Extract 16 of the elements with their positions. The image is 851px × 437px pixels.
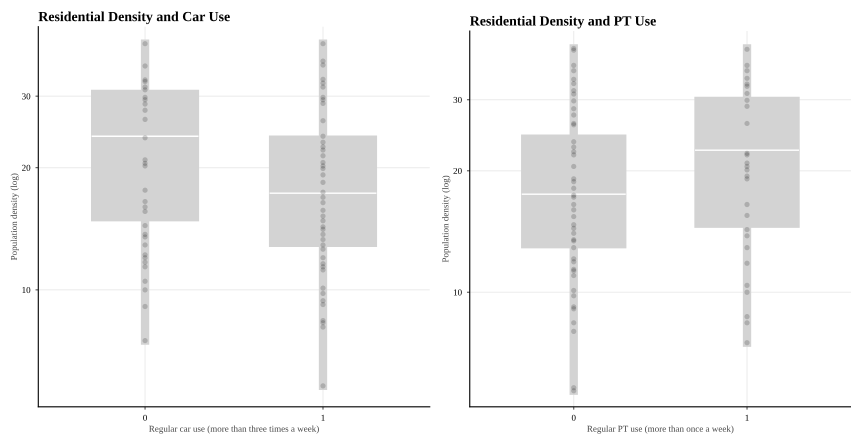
x-tick-label: 0 [572, 414, 576, 421]
chart-title: Residential Density and PT Use [470, 16, 656, 28]
x-tick-label: 1 [746, 414, 749, 421]
y-tick-label: 30 [22, 93, 30, 100]
x-tick-label: 1 [322, 414, 325, 421]
y-tick-label: 10 [22, 286, 30, 294]
x-axis-title: Regular car use (more than three times a week) [149, 425, 319, 434]
y-axis-title: Population density (log) [442, 176, 450, 262]
y-tick-label: 20 [22, 164, 30, 171]
y-tick-label: 30 [454, 96, 462, 103]
x-axis-title: Regular PT use (more than once a week) [587, 425, 734, 434]
y-tick-label: 10 [454, 289, 462, 296]
chart-title: Residential Density and Car Use [38, 11, 230, 24]
y-axis-title: Population density (log) [10, 174, 19, 260]
y-tick-label: 20 [453, 168, 462, 174]
x-tick-label: 0 [143, 414, 147, 421]
